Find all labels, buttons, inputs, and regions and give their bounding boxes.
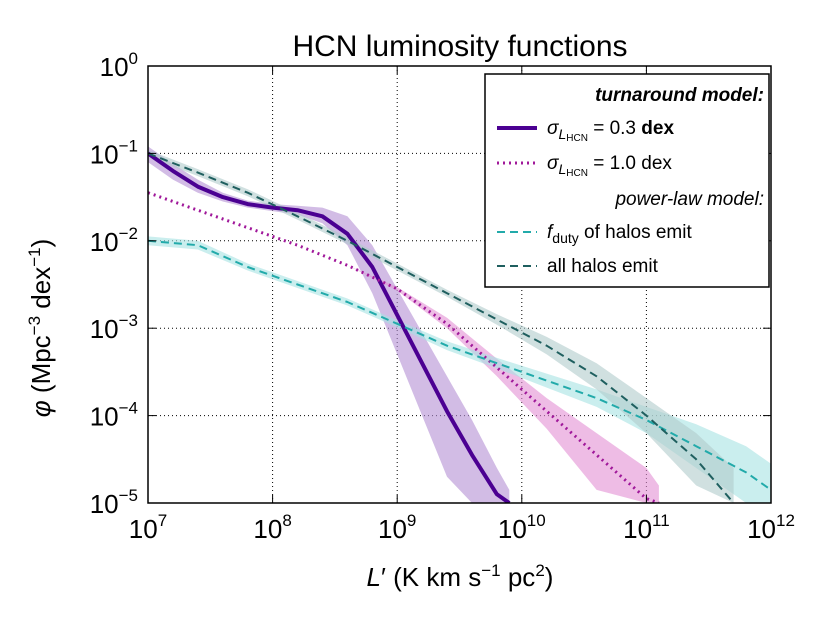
y-tick-exp: 0 — [129, 49, 138, 68]
plot-frame — [147, 65, 772, 504]
x-tick-base: 10 — [129, 514, 158, 544]
plot-area: 107 108 109 1010 1011 101210010−110−210−310−4… — [90, 49, 795, 544]
series-group — [148, 146, 771, 503]
y-tick-base: 10 — [90, 402, 119, 432]
x-axis-label: L′ (K km s−1 pc2) — [367, 561, 554, 592]
legend-header-powerlaw: power-law model: — [614, 189, 764, 210]
x-tick-label: 1010 — [498, 511, 546, 544]
y-tick-label: 100 — [100, 49, 138, 82]
y-tick-base: 10 — [90, 139, 119, 169]
series-line-2 — [148, 239, 771, 491]
y-tick-exp: −4 — [119, 399, 138, 418]
y-tick-base: 10 — [100, 52, 129, 82]
y-tick-label: 10−4 — [90, 399, 138, 432]
y-tick-label: 10−3 — [90, 311, 138, 344]
y-tick-base: 10 — [90, 314, 119, 344]
y-tick-exp: −2 — [119, 224, 138, 243]
series-band-1 — [148, 192, 659, 503]
series-line-3 — [148, 152, 735, 503]
x-tick-base: 10 — [253, 514, 282, 544]
legend-box — [484, 73, 770, 288]
x-tick-base: 10 — [623, 514, 652, 544]
x-tick-exp: 7 — [158, 511, 167, 530]
x-tick-exp: 11 — [652, 511, 670, 530]
y-axis-label: φ (Mpc−3 dex−1) — [25, 239, 56, 418]
x-tick-label: 108 — [253, 511, 291, 544]
x-tick-base: 10 — [498, 514, 527, 544]
chart-title: HCN luminosity functions — [292, 30, 627, 63]
x-tick-exp: 8 — [282, 511, 291, 530]
x-tick-label: 1011 — [623, 511, 670, 544]
x-tick-base: 10 — [378, 514, 407, 544]
y-tick-base: 10 — [90, 489, 119, 519]
series-line-1 — [148, 191, 660, 503]
y-tick-label: 10−2 — [90, 224, 138, 257]
legend-label-fduty: fduty of halos emit — [547, 222, 692, 246]
x-tick-label: 109 — [378, 511, 416, 544]
legend-header-turnaround: turnaround model: — [595, 85, 764, 106]
y-tick-label: 10−1 — [90, 136, 138, 169]
x-tick-exp: 9 — [407, 511, 416, 530]
x-tick-exp: 10 — [527, 511, 546, 530]
y-tick-exp: −5 — [119, 486, 138, 505]
x-tick-label: 1012 — [747, 511, 795, 544]
legend: turnaround model: σLHCN = 0.3 dex σLHCN … — [484, 73, 770, 288]
x-tick-base: 10 — [747, 514, 776, 544]
x-tick-label: 107 — [129, 511, 167, 544]
legend-label-03: σLHCN = 0.3 dex — [547, 118, 674, 144]
y-tick-exp: −1 — [119, 136, 138, 155]
x-tick-exp: 12 — [776, 511, 795, 530]
series-line-0 — [148, 151, 511, 503]
y-tick-base: 10 — [90, 227, 119, 257]
legend-label-all: all halos emit — [547, 256, 659, 277]
y-tick-exp: −3 — [119, 311, 138, 330]
y-tick-label: 10−5 — [90, 486, 138, 519]
legend-label-10: σLHCN = 1.0 dex — [547, 153, 672, 179]
series-band-0 — [148, 146, 510, 503]
